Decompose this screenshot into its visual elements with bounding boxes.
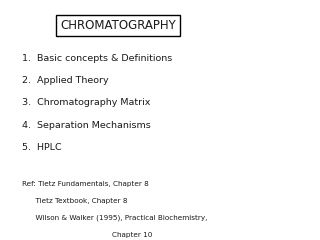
Text: Wilson & Walker (1995), Practical Biochemistry,: Wilson & Walker (1995), Practical Bioche… xyxy=(22,215,208,222)
Text: 3.  Chromatography Matrix: 3. Chromatography Matrix xyxy=(22,98,151,108)
Text: 2.  Applied Theory: 2. Applied Theory xyxy=(22,76,109,85)
Text: CHROMATOGRAPHY: CHROMATOGRAPHY xyxy=(60,19,176,32)
Text: Chapter 10: Chapter 10 xyxy=(22,232,153,238)
Text: Ref: Tietz Fundamentals, Chapter 8: Ref: Tietz Fundamentals, Chapter 8 xyxy=(22,180,149,187)
Text: 5.  HPLC: 5. HPLC xyxy=(22,143,62,152)
Text: 4.  Separation Mechanisms: 4. Separation Mechanisms xyxy=(22,120,151,130)
Text: Tietz Textbook, Chapter 8: Tietz Textbook, Chapter 8 xyxy=(22,198,128,204)
Text: 1.  Basic concepts & Definitions: 1. Basic concepts & Definitions xyxy=(22,54,173,63)
